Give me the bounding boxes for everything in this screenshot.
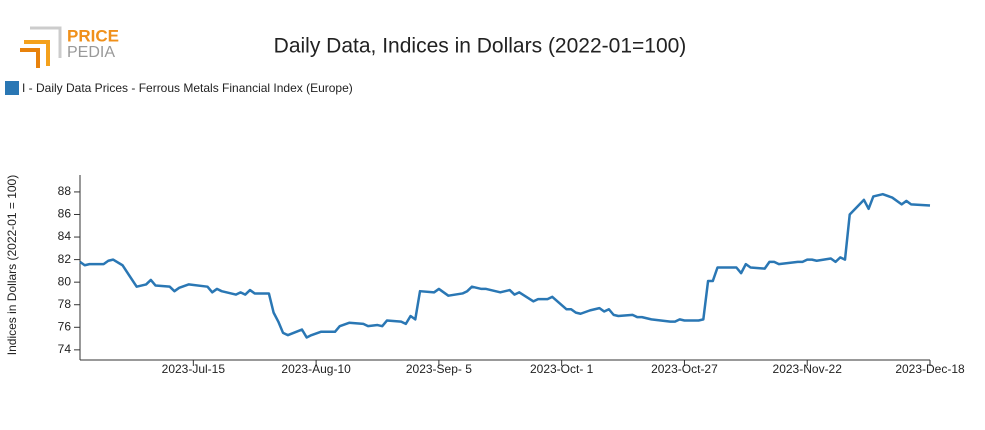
y-tick-label: 78 bbox=[58, 297, 72, 311]
chart-title: Daily Data, Indices in Dollars (2022-01=… bbox=[274, 35, 687, 58]
x-tick-label: 2023-Oct-27 bbox=[651, 362, 718, 376]
y-tick-label: 76 bbox=[58, 319, 72, 333]
x-tick-label: 2023-Dec-18 bbox=[895, 362, 965, 376]
logo: PRICE PEDIA bbox=[20, 26, 119, 68]
y-tick-label: 74 bbox=[58, 342, 72, 356]
logo-mark bbox=[30, 26, 62, 58]
x-tick-label: 2023-Oct- 1 bbox=[530, 362, 594, 376]
y-tick-label: 86 bbox=[58, 207, 72, 221]
legend-swatch bbox=[5, 81, 19, 95]
x-tick-label: 2023-Aug-10 bbox=[281, 362, 351, 376]
y-tick-label: 82 bbox=[58, 252, 72, 266]
logo-text: PEDIA bbox=[67, 44, 115, 61]
y-tick-label: 80 bbox=[58, 274, 72, 288]
logo-mark bbox=[20, 48, 40, 68]
y-axis-label: Indices in Dollars (2022-01 = 100) bbox=[5, 175, 19, 355]
data-line bbox=[79, 192, 931, 339]
legend-label: I - Daily Data Prices - Ferrous Metals F… bbox=[22, 81, 353, 95]
logo-mark bbox=[24, 40, 50, 66]
x-tick-label: 2023-Sep- 5 bbox=[406, 362, 472, 376]
logo-text: PRICE bbox=[67, 26, 119, 45]
x-tick-label: 2023-Jul-15 bbox=[162, 362, 226, 376]
x-tick-label: 2023-Nov-22 bbox=[773, 362, 843, 376]
y-tick-label: 88 bbox=[58, 184, 72, 198]
y-tick-label: 84 bbox=[58, 229, 72, 243]
